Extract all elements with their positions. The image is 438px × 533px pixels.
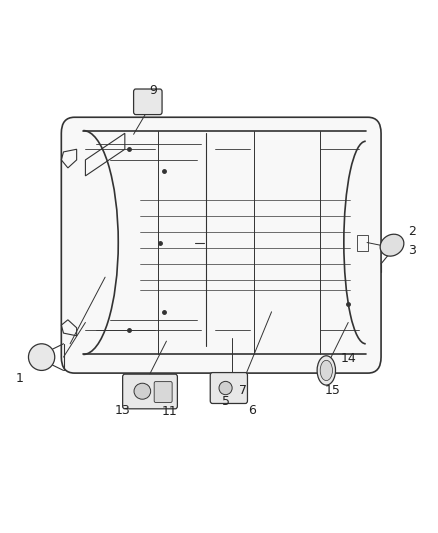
Ellipse shape (219, 382, 232, 394)
Ellipse shape (317, 356, 336, 385)
Text: 5: 5 (222, 395, 230, 408)
Text: 7: 7 (239, 384, 247, 397)
Text: 13: 13 (115, 404, 131, 417)
Text: 9: 9 (149, 84, 157, 97)
Text: 3: 3 (408, 244, 416, 257)
Ellipse shape (28, 344, 55, 370)
FancyBboxPatch shape (154, 382, 172, 402)
Ellipse shape (134, 383, 151, 399)
Ellipse shape (380, 234, 404, 256)
FancyBboxPatch shape (123, 374, 177, 409)
FancyBboxPatch shape (134, 89, 162, 115)
Text: 15: 15 (325, 384, 341, 397)
Text: 11: 11 (162, 405, 178, 418)
FancyBboxPatch shape (210, 373, 247, 403)
Text: 14: 14 (340, 352, 356, 365)
Ellipse shape (320, 360, 332, 381)
Text: 2: 2 (408, 225, 416, 238)
Text: 1: 1 (16, 372, 24, 385)
Text: 6: 6 (248, 404, 256, 417)
FancyBboxPatch shape (61, 117, 381, 373)
